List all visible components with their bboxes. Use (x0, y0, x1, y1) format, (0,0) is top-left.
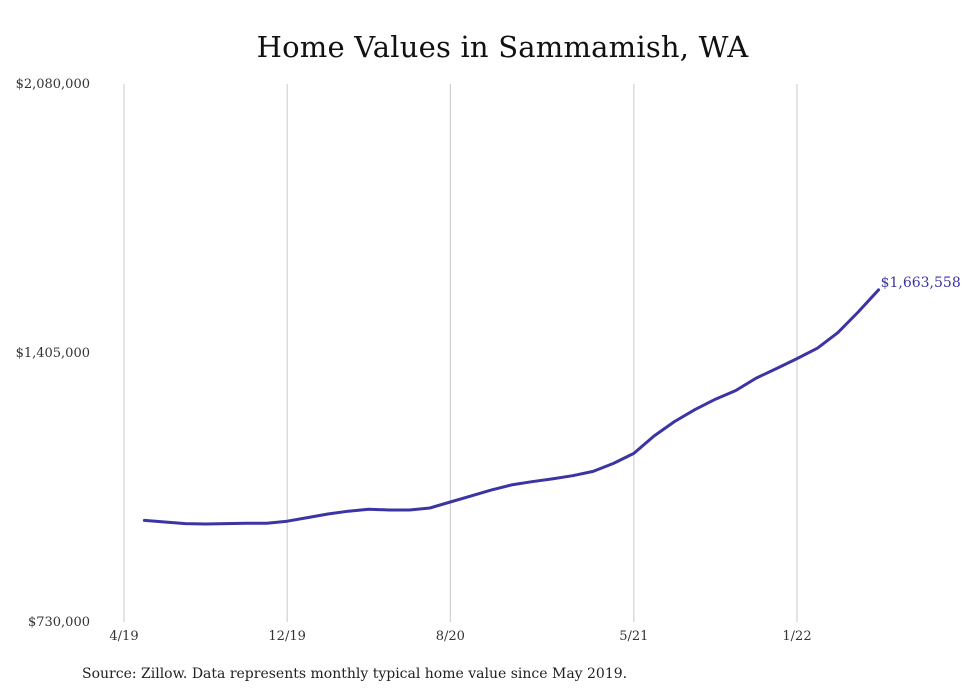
y-tick-label: $1,405,000 (16, 346, 90, 361)
source-note: Source: Zillow. Data represents monthly … (82, 666, 628, 682)
x-tick-label: 1/22 (782, 629, 811, 644)
x-tick-label: 4/19 (109, 629, 138, 644)
series-line (142, 288, 881, 526)
y-tick-label: $730,000 (28, 615, 90, 630)
y-tick-label: $2,080,000 (16, 77, 90, 92)
end-value-label: $1,663,558 (881, 275, 961, 291)
x-tick-label: 8/20 (436, 629, 465, 644)
line-chart: 4/19 12/19 8/20 5/21 1/22 $730,000 $1,405,000 $… (16, 77, 961, 644)
x-tick-label: 12/19 (268, 629, 305, 644)
chart-title: Home Values in Sammamish, WA (256, 30, 749, 64)
x-tick-label: 5/21 (619, 629, 648, 644)
